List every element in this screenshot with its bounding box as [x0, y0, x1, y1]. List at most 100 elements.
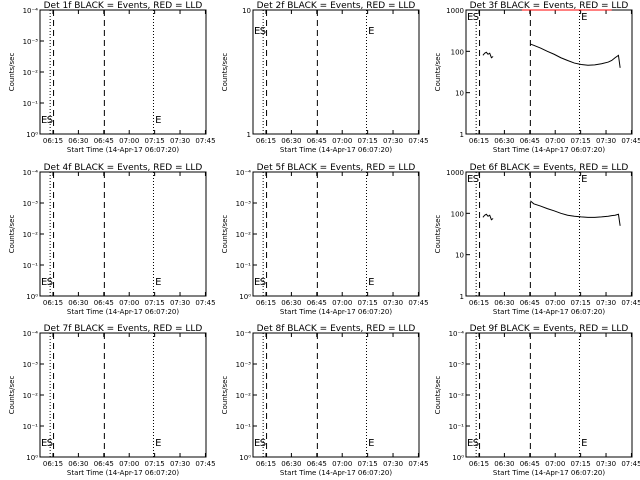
y-tick-label: 10⁻¹ [449, 423, 465, 431]
event-marker-label: S [260, 438, 266, 449]
chart-title: Det 6f BLACK = Events, RED = LLD [470, 163, 629, 173]
y-tick-label: 1 [247, 131, 251, 139]
x-tick-label: 06:30 [281, 460, 301, 468]
x-axis-label: Start Time (14-Apr-17 06:07:20) [67, 308, 179, 316]
x-tick-label: 06:15 [256, 137, 276, 145]
x-tick-label: 07:00 [332, 460, 352, 468]
y-tick-label: 10⁻³ [23, 200, 39, 208]
y-tick-label: 100 [451, 48, 464, 56]
x-tick-label: 06:45 [94, 299, 114, 307]
x-tick-label: 07:45 [621, 299, 640, 307]
series-line [530, 43, 621, 68]
x-tick-label: 06:45 [94, 137, 114, 145]
event-marker-label: E [581, 12, 587, 23]
y-tick-label: 10⁻³ [236, 200, 252, 208]
x-tick-label: 06:45 [94, 460, 114, 468]
y-tick-label: 100 [451, 210, 464, 218]
x-tick-label: 06:30 [494, 460, 514, 468]
event-marker-label: E [155, 277, 161, 288]
chart-panel-3: Det 3f BLACK = Events, RED = LLD 06:15 06:… [434, 1, 640, 154]
x-tick-label: 06:15 [43, 299, 63, 307]
x-tick-label: 06:30 [68, 299, 88, 307]
x-tick-label: 07:30 [383, 137, 403, 145]
y-tick-label: 10⁰ [239, 293, 251, 301]
x-tick-label: 07:30 [596, 299, 616, 307]
x-tick-label: 07:00 [119, 137, 139, 145]
event-marker-label: E [155, 438, 161, 449]
x-tick-label: 07:15 [358, 460, 378, 468]
y-tick-label: 10⁻⁴ [236, 330, 252, 338]
x-tick-label: 07:30 [383, 299, 403, 307]
event-marker-label: E [368, 277, 374, 288]
x-tick-label: 07:30 [170, 299, 190, 307]
x-tick-label: 07:45 [195, 137, 215, 145]
x-tick-label: 06:30 [281, 299, 301, 307]
x-tick-label: 06:45 [307, 299, 327, 307]
x-tick-label: 07:30 [596, 460, 616, 468]
event-marker-label: E [581, 438, 587, 449]
y-tick-label: 10⁻³ [449, 361, 465, 369]
x-tick-label: 07:00 [545, 299, 565, 307]
x-axis-label: Start Time (14-Apr-17 06:07:20) [67, 146, 179, 154]
x-tick-label: 07:30 [596, 137, 616, 145]
chart-title: Det 2f BLACK = Events, RED = LLD [257, 1, 416, 11]
y-tick-label: 1 [460, 293, 464, 301]
plot-frame [252, 171, 420, 297]
event-marker-label: S [473, 438, 479, 449]
y-axis-label: Counts/sec [434, 215, 442, 254]
x-tick-label: 07:45 [195, 299, 215, 307]
y-tick-label: 10⁻³ [236, 361, 252, 369]
event-marker-label: S [473, 12, 479, 23]
y-axis-label: Counts/sec [434, 376, 442, 415]
event-marker-label: E [41, 115, 47, 126]
x-tick-label: 06:15 [43, 460, 63, 468]
plot-frame [465, 171, 633, 297]
y-tick-label: 10⁻¹ [23, 423, 39, 431]
x-tick-label: 07:15 [145, 460, 165, 468]
event-marker-label: E [581, 174, 587, 185]
y-tick-label: 10⁻² [23, 69, 39, 77]
y-tick-label: 10⁻² [236, 231, 252, 239]
y-tick-label: 1000 [446, 7, 464, 15]
y-tick-label: 10⁻³ [23, 38, 39, 46]
chart-panel-7: Det 7f BLACK = Events, RED = LLD 06:15 06:… [8, 324, 216, 477]
event-marker-label: E [41, 438, 47, 449]
y-tick-label: 10⁻⁴ [449, 330, 465, 338]
chart-panel-5: Det 5f BLACK = Events, RED = LLD 06:15 06:… [221, 163, 429, 316]
y-tick-label: 1 [460, 131, 464, 139]
x-tick-label: 06:15 [43, 137, 63, 145]
x-axis-label: Start Time (14-Apr-17 06:07:20) [280, 308, 392, 316]
plot-frame [39, 9, 207, 135]
x-tick-label: 06:30 [68, 460, 88, 468]
x-tick-label: 07:45 [621, 137, 640, 145]
x-tick-label: 07:15 [145, 299, 165, 307]
y-tick-label: 10⁻² [23, 392, 39, 400]
x-tick-label: 07:45 [408, 460, 428, 468]
y-tick-label: 10 [455, 90, 464, 98]
x-tick-label: 06:30 [494, 137, 514, 145]
y-tick-label: 10⁻² [236, 392, 252, 400]
y-tick-label: 10⁻¹ [23, 100, 39, 108]
event-marker-label: E [467, 12, 473, 23]
x-tick-label: 07:00 [332, 299, 352, 307]
x-tick-label: 07:30 [383, 460, 403, 468]
x-tick-label: 07:00 [545, 137, 565, 145]
y-axis-label: Counts/sec [221, 215, 229, 254]
event-marker-label: S [47, 277, 53, 288]
chart-title: Det 8f BLACK = Events, RED = LLD [257, 324, 416, 334]
x-tick-label: 07:15 [358, 137, 378, 145]
x-tick-label: 06:30 [494, 299, 514, 307]
chart-title: Det 1f BLACK = Events, RED = LLD [44, 1, 203, 11]
x-tick-label: 07:15 [571, 460, 591, 468]
event-marker-label: E [368, 26, 374, 37]
y-tick-label: 10 [242, 7, 251, 15]
y-tick-label: 10⁰ [26, 293, 38, 301]
x-tick-label: 07:15 [571, 299, 591, 307]
x-tick-label: 06:30 [68, 137, 88, 145]
y-tick-label: 10⁰ [452, 454, 464, 462]
series-line [530, 200, 621, 226]
x-axis-label: Start Time (14-Apr-17 06:07:20) [493, 308, 605, 316]
chart-title: Det 9f BLACK = Events, RED = LLD [470, 324, 629, 334]
